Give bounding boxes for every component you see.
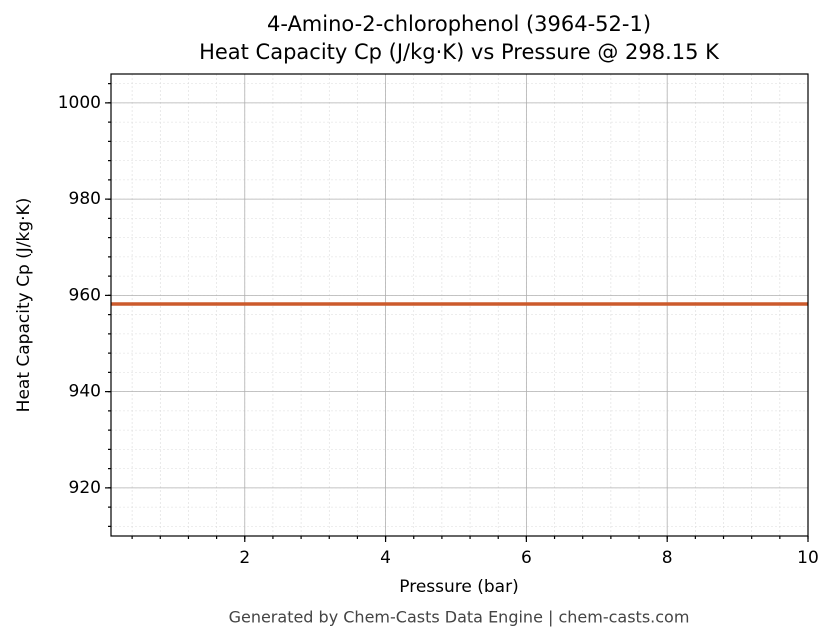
y-tick-label: 980 — [69, 189, 101, 209]
footer: Generated by Chem-Casts Data Engine | ch… — [229, 608, 690, 627]
x-axis-label: Pressure (bar) — [399, 577, 518, 597]
chart-title: 4-Amino-2-chlorophenol (3964-52-1) — [267, 12, 651, 36]
y-tick-label: 1000 — [58, 93, 101, 113]
x-tick-label: 6 — [521, 548, 532, 568]
y-axis-label: Heat Capacity Cp (J/kg·K) — [14, 198, 34, 413]
y-tick-label: 960 — [69, 285, 101, 305]
plot-frame — [110, 73, 809, 537]
x-tick-label: 8 — [662, 548, 673, 568]
x-tick-label: 4 — [380, 548, 391, 568]
y-tick-label: 920 — [69, 478, 101, 498]
x-tick-label: 10 — [797, 548, 819, 568]
x-tick-label: 2 — [239, 548, 250, 568]
y-tick-label: 940 — [69, 382, 101, 402]
chart-subtitle: Heat Capacity Cp (J/kg·K) vs Pressure @ … — [199, 40, 720, 64]
